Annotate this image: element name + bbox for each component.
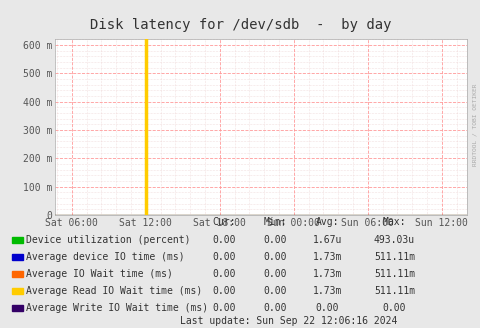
Text: Max:: Max:: [382, 217, 405, 227]
Text: 511.11m: 511.11m: [373, 286, 414, 296]
Text: Average IO Wait time (ms): Average IO Wait time (ms): [26, 269, 173, 279]
Text: RRDTOOL / TOBI OETIKER: RRDTOOL / TOBI OETIKER: [471, 83, 476, 166]
Text: 1.67u: 1.67u: [312, 235, 341, 245]
Text: Average Write IO Wait time (ms): Average Write IO Wait time (ms): [26, 303, 208, 313]
Text: 0.00: 0.00: [212, 303, 235, 313]
Text: 0.00: 0.00: [263, 235, 286, 245]
Text: Cur:: Cur:: [212, 217, 235, 227]
Text: 1.73m: 1.73m: [312, 286, 341, 296]
Text: 0.00: 0.00: [263, 269, 286, 279]
Text: 1.73m: 1.73m: [312, 269, 341, 279]
Text: Average device IO time (ms): Average device IO time (ms): [26, 252, 185, 262]
Text: Average Read IO Wait time (ms): Average Read IO Wait time (ms): [26, 286, 202, 296]
Text: 0.00: 0.00: [212, 286, 235, 296]
Text: Device utilization (percent): Device utilization (percent): [26, 235, 191, 245]
Text: 511.11m: 511.11m: [373, 252, 414, 262]
Text: 0.00: 0.00: [212, 269, 235, 279]
Text: 0.00: 0.00: [382, 303, 405, 313]
Text: 511.11m: 511.11m: [373, 269, 414, 279]
Text: Last update: Sun Sep 22 12:06:16 2024: Last update: Sun Sep 22 12:06:16 2024: [180, 316, 396, 326]
Text: 0.00: 0.00: [212, 252, 235, 262]
Text: 493.03u: 493.03u: [373, 235, 414, 245]
Text: 0.00: 0.00: [263, 303, 286, 313]
Text: 0.00: 0.00: [263, 252, 286, 262]
Text: Avg:: Avg:: [315, 217, 338, 227]
Text: 0.00: 0.00: [315, 303, 338, 313]
Text: 1.73m: 1.73m: [312, 252, 341, 262]
Text: Disk latency for /dev/sdb  -  by day: Disk latency for /dev/sdb - by day: [90, 18, 390, 31]
Text: 0.00: 0.00: [212, 235, 235, 245]
Text: 0.00: 0.00: [263, 286, 286, 296]
Text: Min:: Min:: [263, 217, 286, 227]
